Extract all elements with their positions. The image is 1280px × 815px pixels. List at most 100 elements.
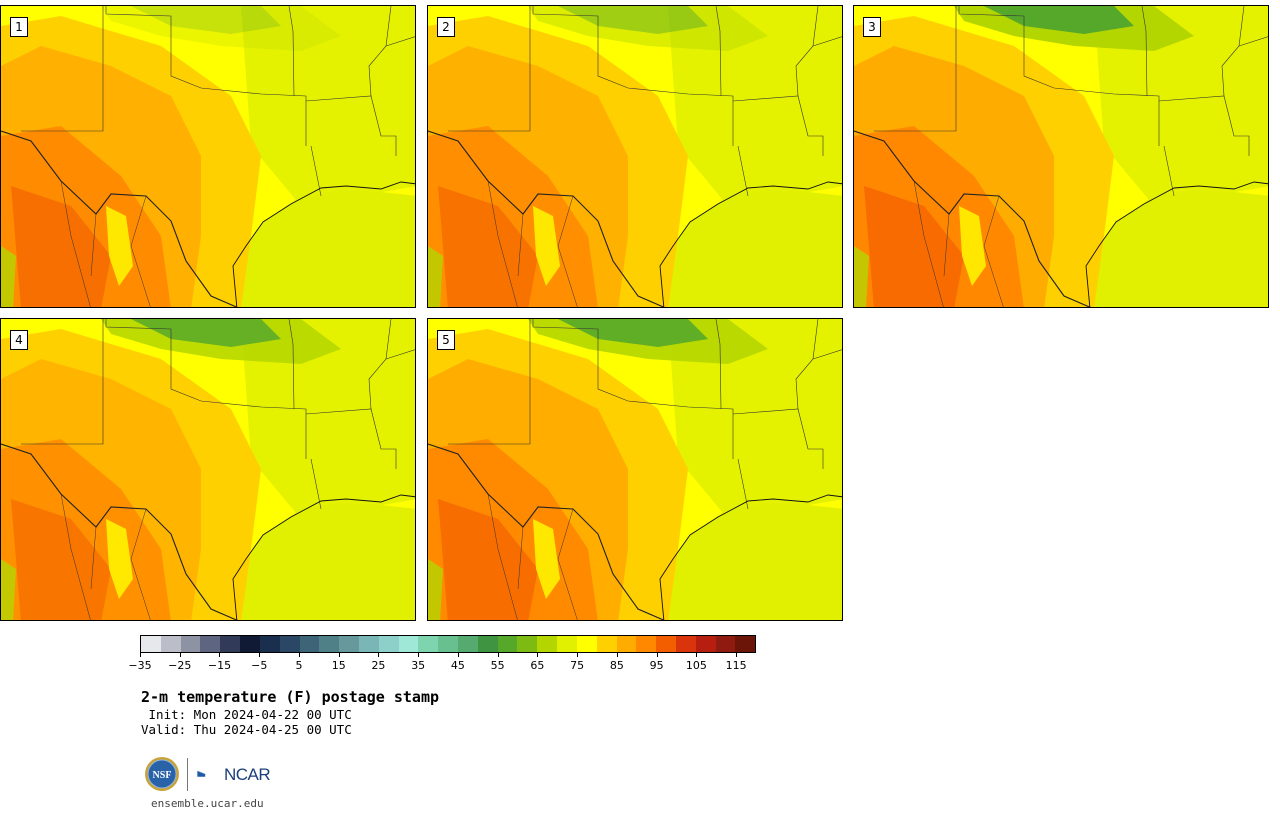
field-zone-darkgreen: [131, 6, 281, 34]
panel-label-1: 1: [10, 17, 28, 37]
ncar-logo-text: NCAR: [224, 765, 271, 784]
colorbar-tick: [736, 653, 738, 657]
colorbar-tick-label: 105: [685, 659, 707, 672]
temperature-map-4: [1, 319, 415, 620]
colorbar-swatch: [319, 636, 340, 652]
colorbar-tick-label: −15: [207, 659, 232, 672]
colorbar-tick-label: 5: [295, 659, 303, 672]
field-zone-yellowgreen: [1094, 6, 1268, 206]
terrain-streak: [1, 246, 16, 307]
state-border: [60, 493, 91, 620]
field-zone-green: [101, 6, 341, 51]
postage-stamp-panel-3: 3: [853, 5, 1269, 308]
colorbar-swatch: [160, 636, 181, 652]
state-border: [943, 213, 950, 277]
ncar-logo-icon: [197, 770, 206, 777]
state-border: [532, 319, 734, 459]
colorbar-tick: [616, 653, 618, 657]
nsf-logo-icon: NSF: [145, 757, 179, 791]
terrain-streak: [428, 559, 443, 620]
state-border: [557, 195, 578, 307]
state-border: [310, 458, 322, 510]
colorbar-swatch: [656, 636, 676, 652]
terrain-streak: [533, 206, 560, 286]
colorbar-swatch: [220, 636, 241, 652]
colorbar-tick: [497, 653, 499, 657]
state-border: [385, 349, 415, 360]
postage-stamp-panel-4: 4: [0, 318, 416, 621]
coastline: [232, 181, 415, 307]
terrain-streak: [1, 559, 16, 620]
field-zone-green: [528, 6, 768, 51]
colorbar-swatch: [537, 636, 558, 652]
country-border: [428, 443, 665, 620]
colorbar-tick-label: 65: [530, 659, 545, 672]
field-zone-hot: [11, 186, 111, 307]
gulf-field: [237, 503, 415, 620]
field-zone-yellowgreen: [668, 319, 842, 519]
terrain-streak: [106, 519, 133, 599]
coastline: [659, 494, 842, 620]
country-border: [1, 443, 238, 620]
colorbar-swatch: [576, 636, 597, 652]
state-border: [737, 145, 749, 197]
init-time: Init: Mon 2024-04-22 00 UTC: [141, 707, 352, 722]
colorbar-tick: [457, 653, 459, 657]
state-border: [517, 213, 524, 277]
valid-time: Valid: Thu 2024-04-25 00 UTC: [141, 722, 352, 737]
colorbar-tick: [418, 653, 420, 657]
colorbar-tick: [696, 653, 698, 657]
colorbar-tick: [378, 653, 380, 657]
panel-label-2: 2: [437, 17, 455, 37]
panel-label-5: 5: [437, 330, 455, 350]
state-border: [532, 6, 734, 146]
panel-label-3: 3: [863, 17, 881, 37]
field-zone-yellowgreen: [668, 6, 842, 206]
state-border: [105, 6, 307, 146]
terrain-streak: [854, 246, 869, 307]
colorbar-tick: [338, 653, 340, 657]
state-border: [913, 180, 944, 307]
colorbar-tick-label: −35: [128, 659, 152, 672]
field-zone-darkgreen: [131, 319, 281, 347]
colorbar-swatch: [596, 636, 617, 652]
colorbar-tick: [537, 653, 539, 657]
state-border: [448, 6, 531, 132]
colorbar-tick-label: 55: [490, 659, 505, 672]
state-border: [310, 145, 322, 197]
field-zone-yellowgreen: [241, 319, 415, 519]
state-border: [795, 319, 819, 410]
state-border: [715, 319, 722, 410]
coastline: [659, 181, 842, 307]
colorbar-tick-label: 85: [609, 659, 624, 672]
country-border: [854, 130, 1091, 307]
colorbar-tick: [140, 653, 141, 657]
state-border: [130, 195, 151, 307]
terrain-streak: [106, 206, 133, 286]
state-border: [812, 349, 842, 360]
colorbar-swatch: [616, 636, 637, 652]
temperature-map-5: [428, 319, 842, 620]
colorbar-tick-label: 75: [570, 659, 585, 672]
colorbar-swatch: [715, 636, 736, 652]
colorbar-swatch: [200, 636, 221, 652]
field-zone-darkgreen: [558, 6, 708, 34]
gulf-field: [237, 190, 415, 307]
state-border: [1158, 95, 1250, 156]
temperature-map-3: [854, 6, 1268, 307]
state-border: [105, 319, 307, 459]
nsf-logo-text: NSF: [153, 770, 172, 781]
state-border: [90, 526, 97, 590]
colorbar-swatch: [477, 636, 498, 652]
colorbar-swatch: [458, 636, 478, 652]
state-border: [305, 408, 397, 469]
colorbar-swatch: [557, 636, 577, 652]
field-zone-hot: [438, 499, 538, 620]
field-zone-hot: [864, 186, 964, 307]
colorbar-tick-label: 25: [371, 659, 386, 672]
colorbar-swatch: [675, 636, 696, 652]
field-zone-darkgreen: [984, 6, 1134, 34]
terrain-streak: [428, 246, 443, 307]
colorbar-tick-label: 35: [411, 659, 426, 672]
colorbar-ticks: −35 −25 −15 −5 5 15 25 35 45 55 65 75 85 95 105 115: [128, 653, 756, 673]
